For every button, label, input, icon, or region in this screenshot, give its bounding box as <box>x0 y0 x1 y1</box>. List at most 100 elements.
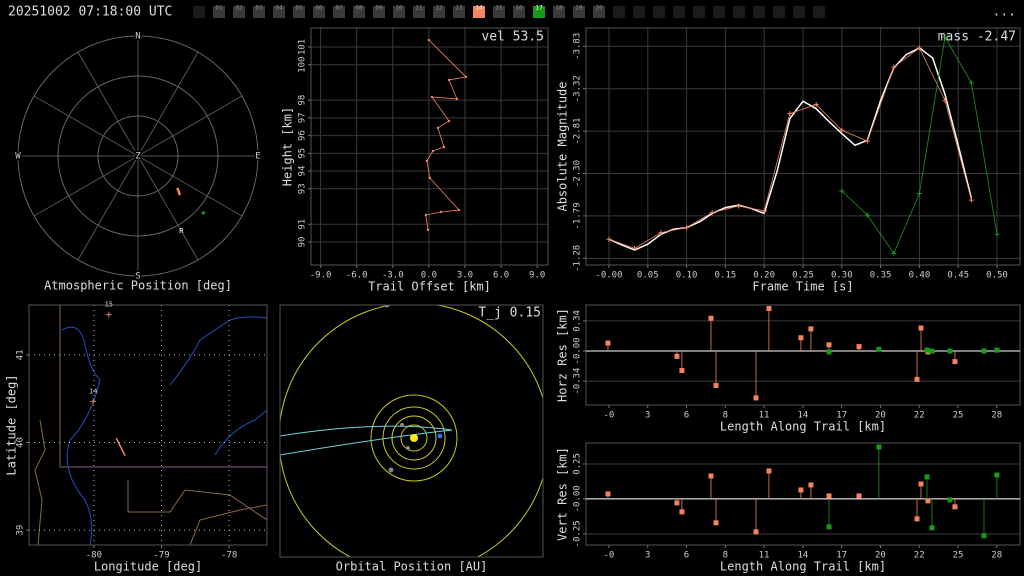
station-box <box>693 6 705 18</box>
stem-marker <box>981 533 987 539</box>
direction-label: W <box>15 152 21 162</box>
y-tick-label: 96 <box>298 130 308 141</box>
stem-marker <box>876 444 882 450</box>
station-label: 19 <box>575 5 583 12</box>
station-box[interactable] <box>453 6 465 18</box>
point <box>891 250 897 256</box>
point <box>424 213 428 217</box>
point <box>447 78 451 82</box>
spoke <box>33 95 139 157</box>
station-label: 07 <box>335 5 343 12</box>
stem-marker <box>605 340 611 346</box>
y-axis-label: Horz Res [km] <box>556 308 570 402</box>
station-box[interactable] <box>473 6 485 18</box>
point <box>201 210 206 215</box>
station-box[interactable] <box>393 6 405 18</box>
station-label: 15 <box>495 5 503 12</box>
station-label: 18 <box>555 5 563 12</box>
station-box[interactable] <box>513 6 525 18</box>
station-label: 06 <box>315 5 323 12</box>
point <box>864 138 870 144</box>
x-tick-label: -3.0 <box>382 271 404 281</box>
y-tick-label: 40 <box>16 437 26 448</box>
sun <box>410 434 418 442</box>
point <box>457 208 461 212</box>
plot-frame <box>585 304 1021 406</box>
station-label: 12 <box>435 5 443 12</box>
station-box[interactable] <box>233 6 245 18</box>
station-marker <box>105 311 112 318</box>
y-tick-label: 95 <box>298 148 308 159</box>
station-box[interactable] <box>273 6 285 18</box>
x-tick-label: 0.40 <box>909 271 931 281</box>
river <box>61 326 101 545</box>
spoke <box>137 155 199 261</box>
annotation: T_j 0.15 <box>478 306 541 321</box>
menu-button[interactable]: ... <box>993 5 1016 20</box>
x-axis-label: Longitude [deg] <box>94 560 202 574</box>
station-box[interactable] <box>213 6 225 18</box>
station-box <box>613 6 625 18</box>
station-box[interactable] <box>413 6 425 18</box>
meteor-track <box>115 437 126 456</box>
y-tick-label: 98 <box>298 95 308 106</box>
y-tick-label: -1.79 <box>573 202 583 229</box>
stem-marker <box>826 349 832 355</box>
x-tick-label: 28 <box>991 411 1002 421</box>
county-border <box>127 480 267 521</box>
x-tick-label: 3.0 <box>457 271 473 281</box>
x-tick-label: 17 <box>836 411 847 421</box>
spoke <box>33 155 139 217</box>
point <box>427 38 431 42</box>
station-box[interactable] <box>313 6 325 18</box>
stem-marker <box>952 359 958 365</box>
station-label: 08 <box>355 5 363 12</box>
stem-marker <box>924 347 930 353</box>
x-tick-label: 0.35 <box>870 271 892 281</box>
station-label: 14 <box>89 387 97 395</box>
stem-marker <box>713 383 719 389</box>
x-tick-label: 11 <box>759 411 770 421</box>
station-box[interactable] <box>293 6 305 18</box>
stem-marker <box>918 325 924 331</box>
x-tick-label: 6.0 <box>493 271 509 281</box>
station-box[interactable] <box>493 6 505 18</box>
timestamp: 20251002 07:18:00 UTC <box>8 5 172 20</box>
stem-marker <box>994 347 1000 353</box>
range-ring <box>17 35 259 277</box>
point <box>447 119 451 123</box>
point <box>632 245 638 251</box>
annotation: vel 53.5 <box>481 30 544 45</box>
station-box[interactable] <box>333 6 345 18</box>
station-box[interactable] <box>553 6 565 18</box>
station-box <box>673 6 685 18</box>
station-label: 13 <box>455 5 463 12</box>
spoke <box>137 155 243 217</box>
station-box[interactable] <box>353 6 365 18</box>
county-border <box>189 504 267 545</box>
y-tick-label: 0.34 <box>573 310 583 332</box>
station-box <box>793 6 805 18</box>
x-tick-label: 17 <box>836 551 847 561</box>
x-tick-label: -0 <box>604 551 615 561</box>
station-box[interactable] <box>573 6 585 18</box>
y-tick-label: 97 <box>298 112 308 123</box>
station-box[interactable] <box>433 6 445 18</box>
point <box>439 210 443 214</box>
y-tick-label: -0.00 <box>573 485 583 512</box>
x-tick-label: 6 <box>684 551 689 561</box>
x-tick-label: 8 <box>723 411 728 421</box>
x-tick-label: 9.0 <box>529 271 545 281</box>
x-tick-label: 28 <box>991 551 1002 561</box>
station-box[interactable] <box>373 6 385 18</box>
point <box>916 190 922 196</box>
station-box[interactable] <box>253 6 265 18</box>
x-axis-label: Length Along Trail [km] <box>720 560 886 574</box>
x-tick-label: 14 <box>797 551 808 561</box>
stem-marker <box>947 348 953 354</box>
station-box[interactable] <box>533 6 545 18</box>
station-box[interactable] <box>593 6 605 18</box>
point <box>994 231 1000 237</box>
x-tick-label: -0.00 <box>595 271 622 281</box>
